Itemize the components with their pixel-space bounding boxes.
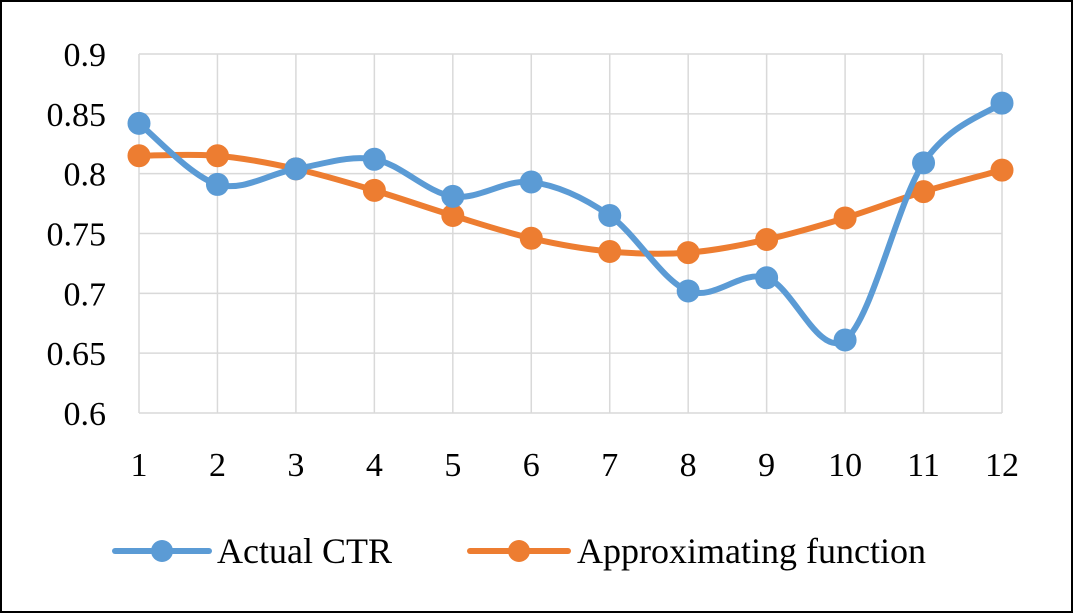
data-point-marker: [127, 111, 151, 135]
legend-swatch-marker: [508, 540, 530, 562]
x-tick-label: 7: [601, 447, 618, 484]
series-line: [136, 151, 1005, 257]
legend-swatch-marker: [151, 540, 173, 562]
legend-label: Approximating function: [577, 531, 926, 571]
data-point-marker: [990, 91, 1014, 115]
y-axis-ticks: 0.6 0.65 0.7 0.75 0.8 0.85 0.9: [47, 37, 107, 433]
data-point-marker: [205, 144, 229, 168]
data-point-marker: [441, 184, 465, 208]
x-tick-label: 2: [209, 447, 226, 484]
x-tick-label: 8: [680, 447, 697, 484]
x-tick-label: 4: [366, 447, 383, 484]
y-tick-label: 0.75: [47, 217, 107, 254]
data-point-marker: [833, 328, 857, 352]
legend-item: Approximating function: [467, 531, 926, 571]
y-tick-label: 0.7: [64, 276, 107, 313]
data-point-marker: [990, 158, 1014, 182]
y-tick-label: 0.6: [64, 396, 107, 433]
x-tick-label: 12: [985, 447, 1019, 484]
series-approximating-function: [127, 144, 1014, 265]
x-tick-label: 9: [758, 447, 775, 484]
data-point-marker: [833, 206, 857, 230]
data-point-marker: [519, 170, 543, 194]
legend: Actual CTR Approximating function: [112, 531, 926, 571]
x-tick-label: 10: [828, 447, 862, 484]
series-actual-ctr: [127, 91, 1014, 352]
data-point-marker: [912, 151, 936, 175]
x-tick-label: 11: [907, 447, 940, 484]
y-tick-label: 0.8: [64, 157, 107, 194]
data-point-marker: [598, 204, 622, 228]
legend-item: Actual CTR: [112, 531, 392, 571]
data-point-marker: [676, 241, 700, 265]
data-point-marker: [912, 180, 936, 204]
y-tick-label: 0.9: [64, 37, 107, 74]
x-tick-label: 5: [444, 447, 461, 484]
gridlines: [138, 53, 1003, 414]
x-tick-label: 6: [523, 447, 540, 484]
data-point-marker: [205, 172, 229, 196]
y-tick-label: 0.85: [47, 97, 107, 134]
x-tick-label: 3: [287, 447, 304, 484]
data-point-marker: [676, 279, 700, 303]
data-point-marker: [519, 226, 543, 250]
series-line: [136, 100, 1005, 346]
data-point-marker: [362, 147, 386, 171]
data-point-marker: [362, 178, 386, 202]
y-tick-label: 0.65: [47, 336, 107, 373]
series-lines: [127, 91, 1014, 352]
x-axis-ticks: 1 2 3 4 5 6 7 8 9 10 11 12: [131, 447, 1020, 484]
legend-label: Actual CTR: [217, 531, 392, 571]
data-point-marker: [127, 144, 151, 168]
data-point-marker: [598, 239, 622, 263]
x-tick-label: 1: [131, 447, 148, 484]
data-point-marker: [284, 157, 308, 181]
data-point-marker: [755, 266, 779, 290]
data-point-marker: [755, 227, 779, 251]
